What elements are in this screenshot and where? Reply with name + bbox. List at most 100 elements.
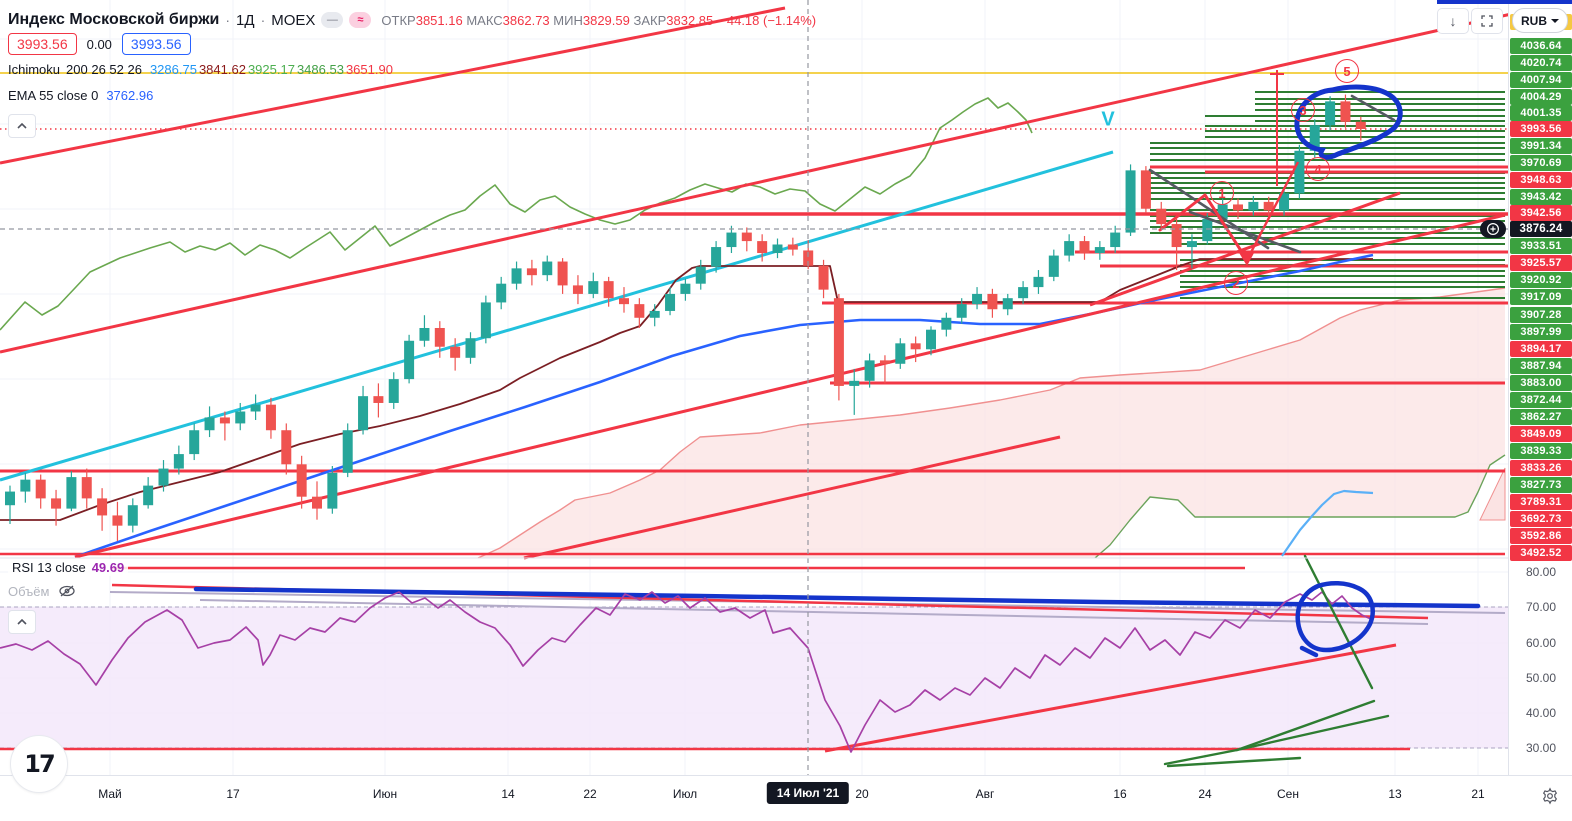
price-level-chip[interactable]: 3925.57 — [1510, 255, 1572, 271]
time-axis-tick: Июл — [672, 787, 698, 801]
timeframe-label[interactable]: 1Д — [236, 11, 255, 29]
time-axis-tick: Май — [98, 787, 122, 801]
rsi-red-line — [824, 643, 1397, 753]
tradingview-logo[interactable]: 17 — [10, 735, 68, 793]
add-alert-plus-icon[interactable] — [1480, 220, 1506, 238]
price-axis[interactable]: 4036.64 4020.74 4007.94 4004.29 4001.35 3993.… — [1508, 0, 1572, 775]
price-level-chip[interactable]: 3862.27 — [1510, 409, 1572, 425]
price-level-chip[interactable]: 4020.74 — [1510, 55, 1572, 71]
time-axis-tick: 21 — [1471, 787, 1485, 801]
price-level-chip[interactable]: 3894.17 — [1510, 341, 1572, 357]
candle-body — [695, 266, 706, 284]
price-level-chip[interactable]: 4007.94 — [1510, 72, 1572, 88]
price-level-chip[interactable]: 3492.52 — [1510, 545, 1572, 561]
scroll-down-button[interactable]: ↓ — [1437, 8, 1469, 34]
buy-price-button[interactable]: 3993.56 — [121, 33, 191, 55]
wave-number-annotation[interactable]: 5 — [1335, 59, 1359, 83]
price-level-chip[interactable]: 4036.64 — [1510, 38, 1572, 54]
price-level-chip[interactable]: 3993.56 — [1510, 121, 1572, 137]
price-level-chip[interactable]: 3692.73 — [1510, 511, 1572, 527]
gray-drawn-line — [1188, 210, 1302, 254]
price-level-chip[interactable]: 3827.73 — [1510, 477, 1572, 493]
chevron-up-icon — [17, 123, 27, 129]
price-level-chip[interactable]: 3970.69 — [1510, 155, 1572, 171]
candle-body — [20, 479, 31, 492]
ema-legend-row[interactable]: EMA 55 close 0 3762.96 — [8, 82, 816, 108]
price-level-chip[interactable]: 3991.34 — [1510, 138, 1572, 154]
price-level-chip[interactable]: 3872.44 — [1510, 392, 1572, 408]
collapse-rsi-button[interactable] — [8, 610, 36, 634]
rsi-value: 49.69 — [91, 560, 125, 575]
wave-number-annotation[interactable]: 1 — [1210, 181, 1234, 205]
price-level-chip[interactable]: 3933.51 — [1510, 238, 1572, 254]
candle-body — [1309, 125, 1320, 151]
volume-legend-row[interactable]: Объём — [8, 583, 77, 599]
kijun-base-line — [0, 258, 1373, 521]
ichimoku-params: 200 26 52 26 — [66, 61, 142, 77]
price-level-chip[interactable]: 3907.28 — [1510, 307, 1572, 323]
candle-body — [1140, 170, 1151, 209]
time-axis[interactable]: Май 17 Июн 14 22 Июл 20 Авг 16 24 Сен 13 21 14 Июл '2… — [0, 775, 1572, 817]
price-level-chip[interactable]: 3917.09 — [1510, 289, 1572, 305]
maximize-pane-button[interactable] — [1471, 8, 1503, 34]
candle-body — [1110, 232, 1121, 248]
candle-body — [1094, 247, 1105, 254]
price-level-chip[interactable]: 3887.94 — [1510, 358, 1572, 374]
sell-price-button[interactable]: 3993.56 — [8, 33, 77, 55]
price-level-chip[interactable]: 3849.09 — [1510, 426, 1572, 442]
rsi-axis-tick: 40.00 — [1525, 706, 1557, 720]
candle-body — [849, 380, 860, 386]
wave-number-annotation[interactable]: 2 — [1224, 271, 1248, 295]
price-level-chip[interactable]: 3839.33 — [1510, 443, 1572, 459]
crosshair-date-badge: 14 Июл '21 — [766, 782, 850, 804]
candle-body — [1279, 193, 1290, 211]
currency-label: RUB — [1521, 13, 1547, 28]
currency-dropdown[interactable]: RUB — [1512, 8, 1568, 33]
ohlc-value: 3832.85 — [666, 12, 714, 28]
price-level-chip[interactable]: 3883.00 — [1510, 375, 1572, 391]
price-level-chip[interactable]: 3592.86 — [1510, 528, 1572, 544]
chevron-down-icon — [1551, 18, 1559, 23]
price-level-chip[interactable]: 3833.26 — [1510, 460, 1572, 476]
price-level-chip[interactable]: 4001.35 — [1510, 105, 1572, 121]
ichimoku-legend-row[interactable]: Ichimoku 200 26 52 26 3286.75 3841.62 3925… — [8, 56, 816, 82]
candle-body — [895, 343, 906, 364]
price-level-chip[interactable]: 3943.42 — [1510, 189, 1572, 205]
rsi-green-drawn-line — [1235, 699, 1376, 752]
rsi-legend-row[interactable]: RSI 13 close 49.69 — [8, 559, 129, 576]
wave-number-annotation[interactable]: 4 — [1306, 157, 1330, 181]
candle-body — [1156, 208, 1167, 225]
price-level-chip[interactable]: 3897.99 — [1510, 324, 1572, 340]
candle-body — [66, 477, 77, 509]
price-level-chip[interactable]: 3942.56 — [1510, 205, 1572, 221]
eye-crossed-icon[interactable] — [57, 583, 77, 599]
candle-body — [327, 472, 338, 509]
candle-body — [235, 411, 246, 424]
collapse-legend-button[interactable] — [8, 114, 36, 138]
legend: Индекс Московской биржи · 1Д · MOEX — ≈ … — [8, 8, 816, 108]
dash-pill-icon[interactable]: — — [321, 12, 344, 28]
blue-drawn-circle-rsi[interactable] — [1295, 581, 1375, 653]
candle-body — [281, 430, 292, 465]
blue-drawing-strip — [1437, 0, 1572, 4]
candle-body — [373, 396, 384, 403]
price-level-chip[interactable]: 4004.29 — [1510, 89, 1572, 105]
wave-number-annotation[interactable]: 3 — [1291, 98, 1315, 122]
settings-gear-icon[interactable] — [1537, 783, 1563, 809]
red-diagonal-trendline — [523, 435, 1061, 560]
candle-body — [1125, 170, 1136, 233]
price-level-chip[interactable]: 3789.31 — [1510, 494, 1572, 510]
symbol-row[interactable]: Индекс Московской биржи · 1Д · MOEX — ≈ … — [8, 8, 816, 32]
candle-body — [173, 454, 184, 469]
blue-drawn-circle-main[interactable] — [1294, 84, 1403, 160]
candle-body — [480, 302, 491, 339]
approx-pill-icon[interactable]: ≈ — [349, 12, 372, 28]
price-level-chip[interactable]: 3948.63 — [1510, 172, 1572, 188]
crosshair-price-chip[interactable]: 3876.24 — [1510, 221, 1572, 237]
ohlc-value: 3851.16 — [415, 12, 463, 28]
time-axis-tick: 13 — [1388, 787, 1402, 801]
candle-body — [1186, 241, 1197, 248]
symbol-title[interactable]: Индекс Московской биржи — [8, 11, 220, 28]
price-level-chip[interactable]: 3920.92 — [1510, 272, 1572, 288]
